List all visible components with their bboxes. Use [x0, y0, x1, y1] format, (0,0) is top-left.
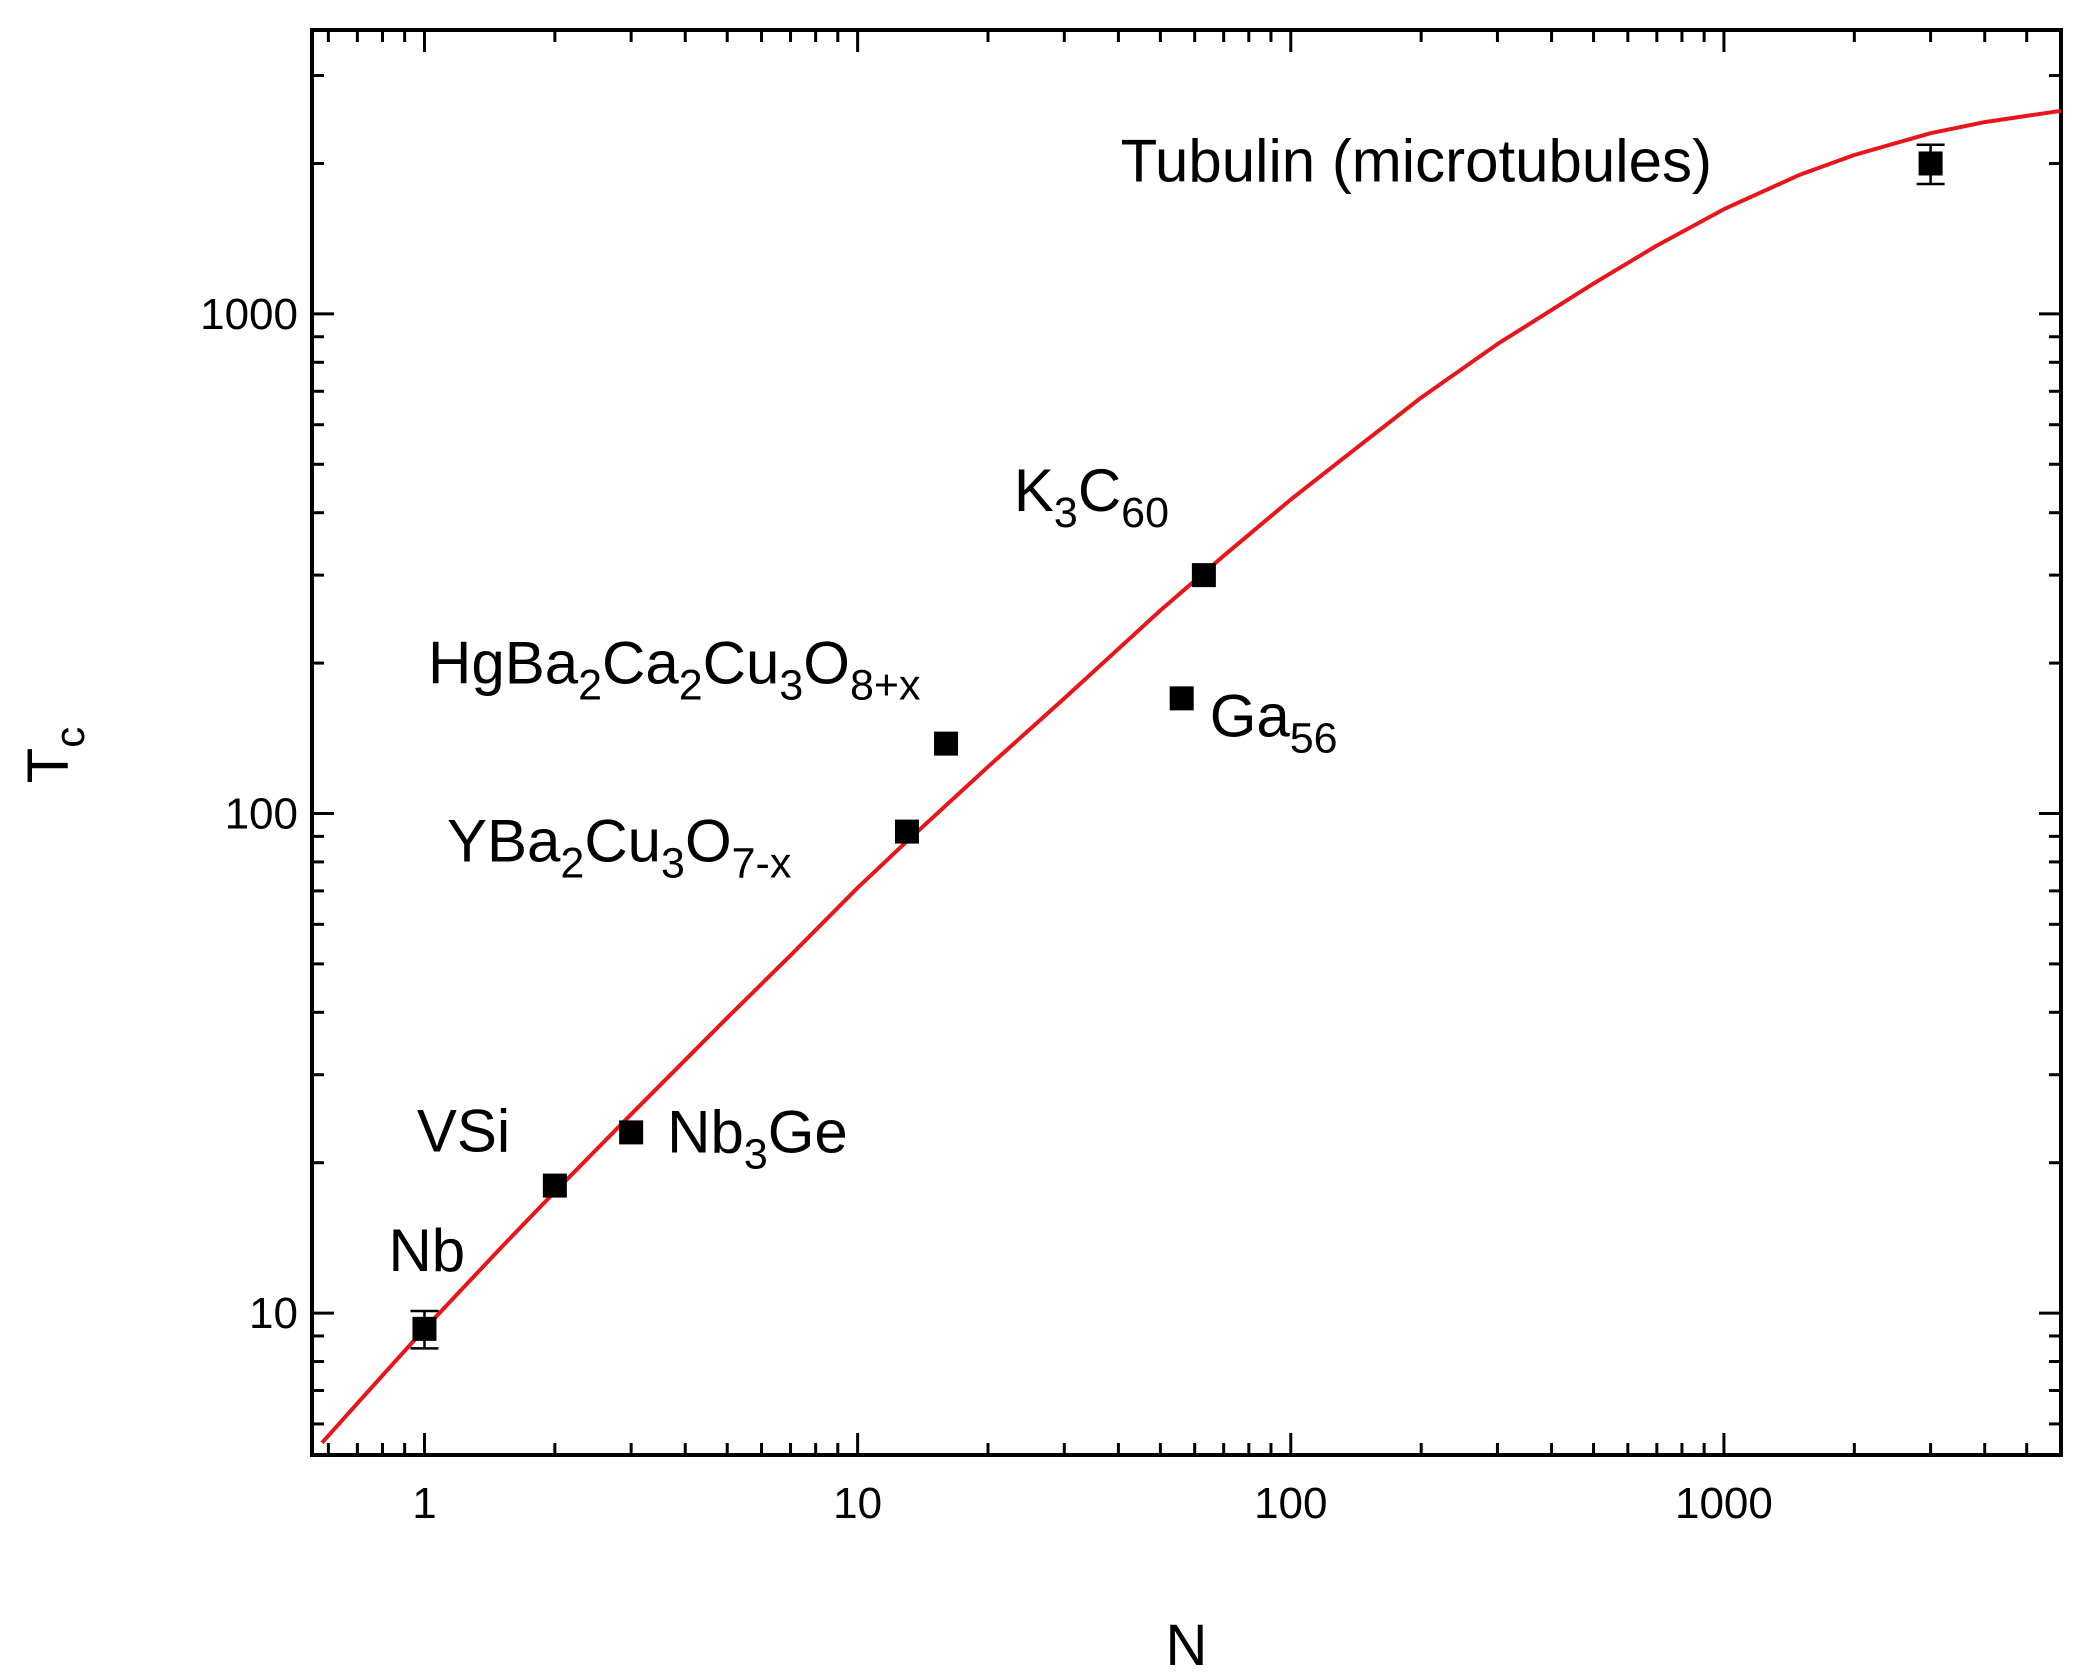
label-subscript: 2: [679, 662, 703, 710]
data-point: [542, 1173, 567, 1198]
plot-border: [310, 28, 2063, 1457]
label-text: VSi: [417, 1098, 510, 1165]
label-text: K: [1014, 457, 1054, 524]
point-label: VSi: [417, 1098, 510, 1165]
label-text: YBa: [447, 808, 561, 875]
x-axis-label: N: [1166, 1613, 1208, 1676]
y-axis-label-main: T: [16, 748, 81, 783]
label-subscript: 3: [779, 662, 803, 710]
label-text: Nb: [388, 1217, 465, 1284]
y-ticks: 10 100 1000: [200, 74, 2061, 1426]
label-subscript: 2: [560, 840, 584, 888]
label-text: O: [685, 808, 732, 875]
label-subscript: 60: [1121, 489, 1169, 537]
fit-curve: [320, 108, 2062, 1445]
point-label: HgBa2Ca2Cu3O8+x: [428, 630, 921, 710]
point-label: Nb: [388, 1217, 465, 1284]
label-subscript: 3: [661, 840, 685, 888]
label-text: O: [803, 630, 850, 697]
y-axis-label-sub: c: [46, 727, 93, 748]
point-label: Tubulin (microtubules): [1121, 127, 1712, 194]
x-tick-label: 1: [412, 1479, 436, 1528]
x-tick-label: 1000: [1675, 1479, 1773, 1528]
x-tick-label: 100: [1254, 1479, 1327, 1528]
label-text: Ge: [768, 1098, 848, 1165]
label-subscript: 3: [744, 1130, 768, 1178]
point-label: Nb3Ge: [667, 1098, 848, 1178]
plot-frame: [310, 28, 2063, 1457]
label-text: Ca: [602, 630, 679, 697]
y-tick-label: 100: [225, 789, 298, 838]
y-tick-label: 10: [249, 1289, 298, 1338]
x-tick-label: 10: [833, 1479, 882, 1528]
label-subscript: 7-x: [732, 840, 792, 888]
label-text: Tubulin (microtubules): [1121, 127, 1712, 194]
label-text: HgBa: [428, 630, 579, 697]
label-subscript: 3: [1054, 489, 1078, 537]
data-point: [934, 731, 959, 756]
data-points: [410, 143, 1945, 1350]
label-text: Cu: [703, 630, 780, 697]
data-point: [412, 1316, 437, 1341]
label-text: Ga: [1210, 682, 1291, 749]
data-point: [1918, 151, 1943, 176]
data-point: [619, 1120, 644, 1145]
y-tick-label: 1000: [200, 290, 298, 339]
data-point: [1169, 686, 1194, 711]
label-subscript: 8+x: [850, 662, 921, 710]
y-axis-label: Tc: [16, 727, 93, 783]
label-subscript: 56: [1290, 714, 1338, 762]
label-text: Nb: [667, 1098, 744, 1165]
fit-curve-group: [320, 108, 2062, 1445]
point-label: Ga56: [1210, 682, 1338, 762]
data-point: [894, 819, 919, 844]
label-subscript: 2: [578, 662, 602, 710]
data-point: [1191, 563, 1216, 588]
label-text: Cu: [584, 808, 661, 875]
label-text: C: [1078, 457, 1121, 524]
point-label: K3C60: [1014, 457, 1169, 537]
x-ticks: 1 10 100 1000: [326, 30, 2063, 1528]
point-label: YBa2Cu3O7-x: [447, 808, 792, 888]
